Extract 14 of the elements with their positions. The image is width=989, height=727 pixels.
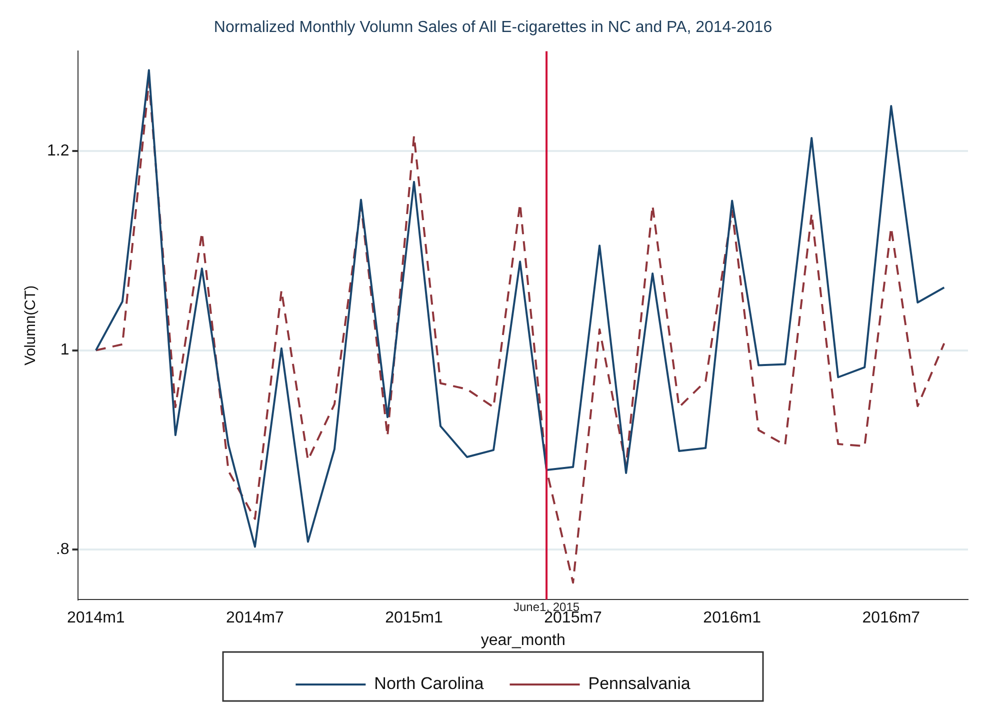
x-tick-label: 2016m7 [862,610,920,627]
x-tick-label: 2016m1 [703,610,762,627]
x-tick-label: 2014m7 [226,610,284,627]
y-tick-label: 1.2 [46,142,70,160]
legend-label: North Carolina [374,674,484,694]
legend-label: Pennsalvania [588,674,691,694]
chart-title: Normalized Monthly Volumn Sales of All E-cigarettes in NC and PA, 2014-2016 [214,19,772,36]
y-axis-title: Volumn(CT) [22,285,40,366]
y-tick-label: .8 [56,541,70,558]
y-tick-label: 1 [60,342,70,359]
x-axis-title: year_month [480,632,566,649]
x-tick-label: 2015m1 [385,610,444,627]
x-tick-label: 2015m7 [544,610,602,627]
x-tick-label: 2014m1 [67,610,125,627]
